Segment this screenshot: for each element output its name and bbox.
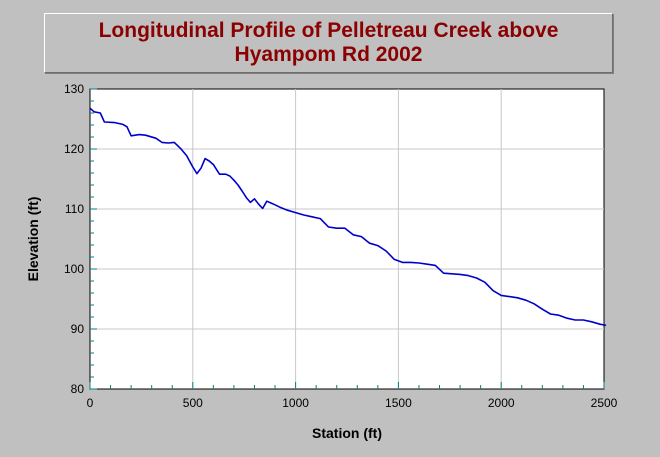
chart-title: Longitudinal Profile of Pelletreau Creek…	[44, 13, 613, 73]
y-axis-label: Elevation (ft)	[25, 197, 41, 282]
x-tick-label: 1500	[385, 396, 412, 410]
minor-ticks	[89, 88, 605, 390]
y-tick-label: 120	[64, 142, 84, 156]
y-tick-label: 110	[65, 202, 84, 216]
plot-area	[89, 88, 605, 390]
series-line-elevation	[89, 107, 607, 327]
x-tick-label: 2000	[488, 396, 515, 410]
y-tick-label: 100	[64, 262, 84, 276]
x-axis-ticks: 0 500 1000 1500 2000 2500	[87, 396, 618, 410]
grid	[90, 89, 604, 389]
y-tick-label: 90	[71, 322, 85, 336]
y-axis-ticks: 80 90 100 110 120 130	[64, 82, 84, 396]
chart-title-line-2: Hyampom Rd 2002	[234, 43, 423, 66]
x-tick-label: 0	[87, 396, 94, 410]
y-tick-label: 80	[71, 382, 85, 396]
chart-title-line-1: Longitudinal Profile of Pelletreau Creek…	[98, 19, 559, 42]
x-axis-label: Station (ft)	[312, 425, 382, 441]
y-tick-label: 130	[64, 82, 84, 96]
x-tick-label: 1000	[282, 396, 309, 410]
x-tick-label: 500	[183, 396, 203, 410]
x-tick-label: 2500	[591, 396, 618, 410]
